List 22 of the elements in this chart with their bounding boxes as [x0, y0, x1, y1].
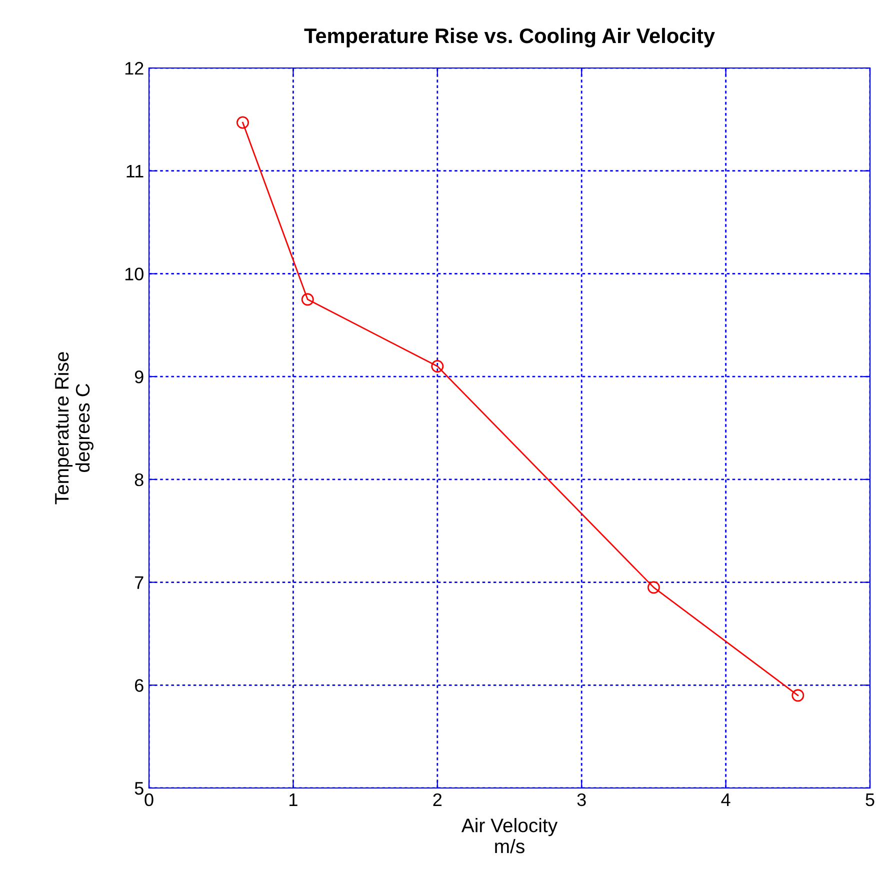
- y-axis-title: Temperature Rise degrees C: [54, 352, 94, 504]
- x-tick-label: 2: [433, 793, 442, 806]
- y-tick-label: 5: [134, 782, 144, 795]
- point: [431, 360, 444, 373]
- x-tick-label: 5: [866, 794, 874, 806]
- y-tick-label: 11: [126, 164, 144, 178]
- y-tick-label: 10: [125, 268, 144, 280]
- chart-title: Temperature Rise vs. Cooling Air Velocity: [304, 28, 715, 48]
- point: [792, 689, 804, 702]
- y-tick-label: 8: [134, 473, 144, 486]
- x-tick-label: 0: [144, 793, 154, 806]
- point: [301, 293, 314, 306]
- point: [236, 116, 249, 129]
- x-tick-label: 4: [721, 794, 730, 806]
- point: [647, 581, 660, 594]
- x-axis-title: Air Velocity m/s: [461, 818, 558, 854]
- y-tick-label: 12: [125, 62, 144, 75]
- y-tick-label: 6: [135, 679, 144, 692]
- x-tick-label: 3: [577, 793, 586, 806]
- y-tick-label: 7: [135, 576, 144, 589]
- y-tick-label: 9: [134, 370, 144, 384]
- x-tick-label: 1: [290, 794, 298, 806]
